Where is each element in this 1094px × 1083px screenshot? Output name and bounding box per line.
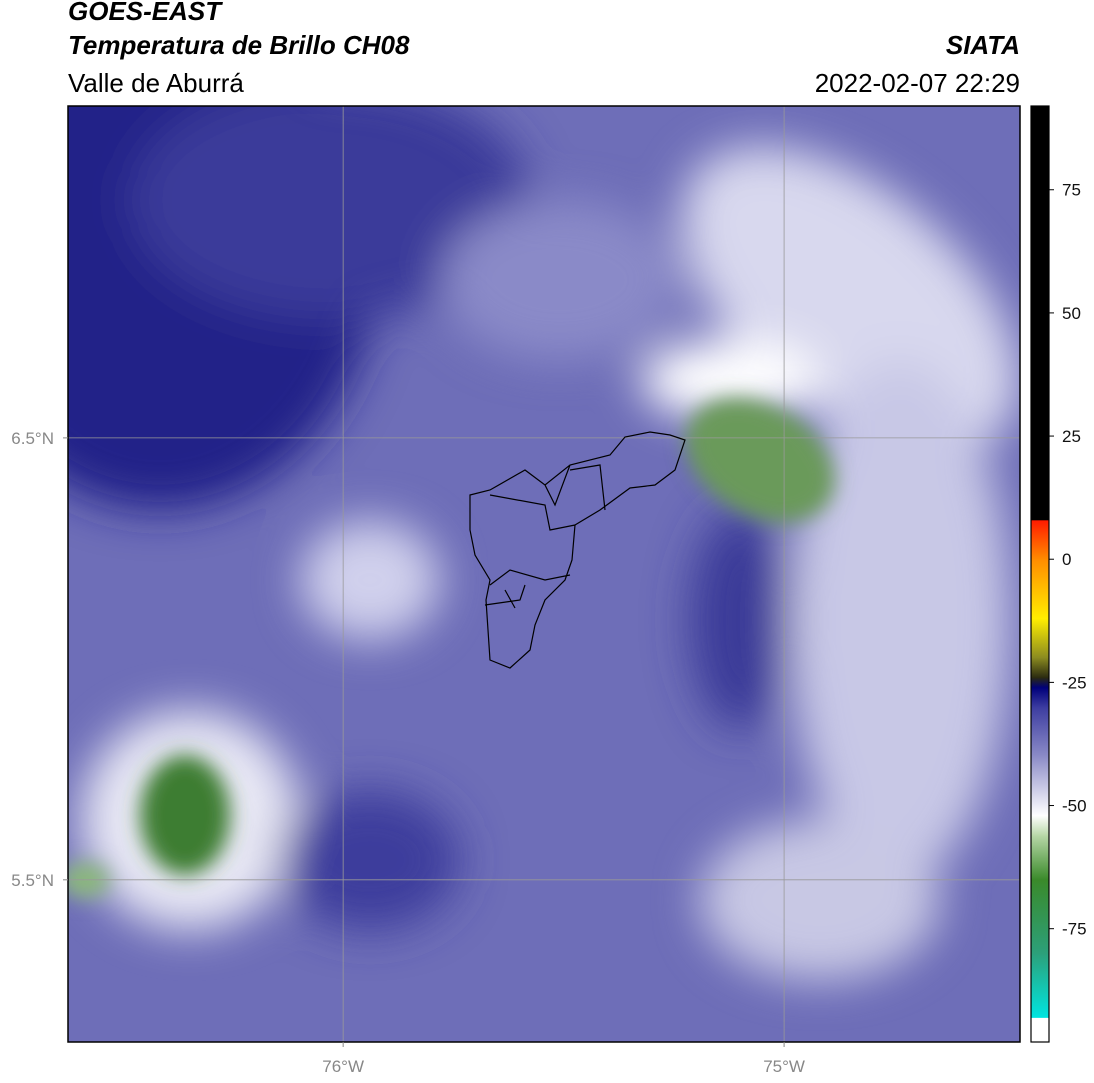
title: GOES-EAST bbox=[68, 0, 223, 26]
map-frame bbox=[67, 105, 1021, 1043]
colorbar-segment bbox=[1031, 519, 1049, 560]
x-tick-label: 75°W bbox=[763, 1057, 805, 1076]
colorbar-segment bbox=[1031, 559, 1049, 619]
colorbar-segment bbox=[1031, 835, 1049, 880]
colorbar-tick-label: 25 bbox=[1062, 427, 1081, 446]
colorbar-segment bbox=[1031, 106, 1049, 521]
colorbar-frame bbox=[1030, 105, 1050, 1043]
satellite-image bbox=[68, 106, 1020, 1042]
colorbar-segment bbox=[1031, 677, 1049, 688]
colorbar bbox=[1031, 106, 1049, 1043]
colorbar-tick-label: -75 bbox=[1062, 920, 1087, 939]
colorbar-tick-label: -50 bbox=[1062, 797, 1087, 816]
boundary bbox=[469, 431, 686, 669]
subtitle: Temperatura de Brillo CH08 bbox=[68, 30, 410, 60]
colorbar-segment bbox=[1031, 687, 1049, 708]
colorbar-tick-label: 75 bbox=[1062, 181, 1081, 200]
colorbar-tick-label: 0 bbox=[1062, 550, 1071, 569]
colorbar-segment bbox=[1031, 815, 1049, 836]
colorbar-segment bbox=[1031, 1017, 1049, 1043]
y-tick-label: 6.5°N bbox=[11, 429, 54, 448]
colorbar-segment bbox=[1031, 707, 1049, 757]
colorbar-segment bbox=[1031, 756, 1049, 816]
grid bbox=[68, 106, 1020, 1042]
source: SIATA bbox=[946, 30, 1020, 60]
colorbar-segment bbox=[1031, 879, 1049, 954]
colorbar-tick-label: 50 bbox=[1062, 304, 1081, 323]
x-tick-label: 76°W bbox=[322, 1057, 364, 1076]
datetime: 2022-02-07 22:29 bbox=[815, 68, 1020, 98]
colorbar-segment bbox=[1031, 953, 1049, 1018]
colorbar-segment bbox=[1031, 657, 1049, 678]
colorbar-tick-label: -25 bbox=[1062, 673, 1087, 692]
region: Valle de Aburrá bbox=[68, 68, 244, 98]
colorbar-segment bbox=[1031, 618, 1049, 659]
y-tick-label: 5.5°N bbox=[11, 871, 54, 890]
